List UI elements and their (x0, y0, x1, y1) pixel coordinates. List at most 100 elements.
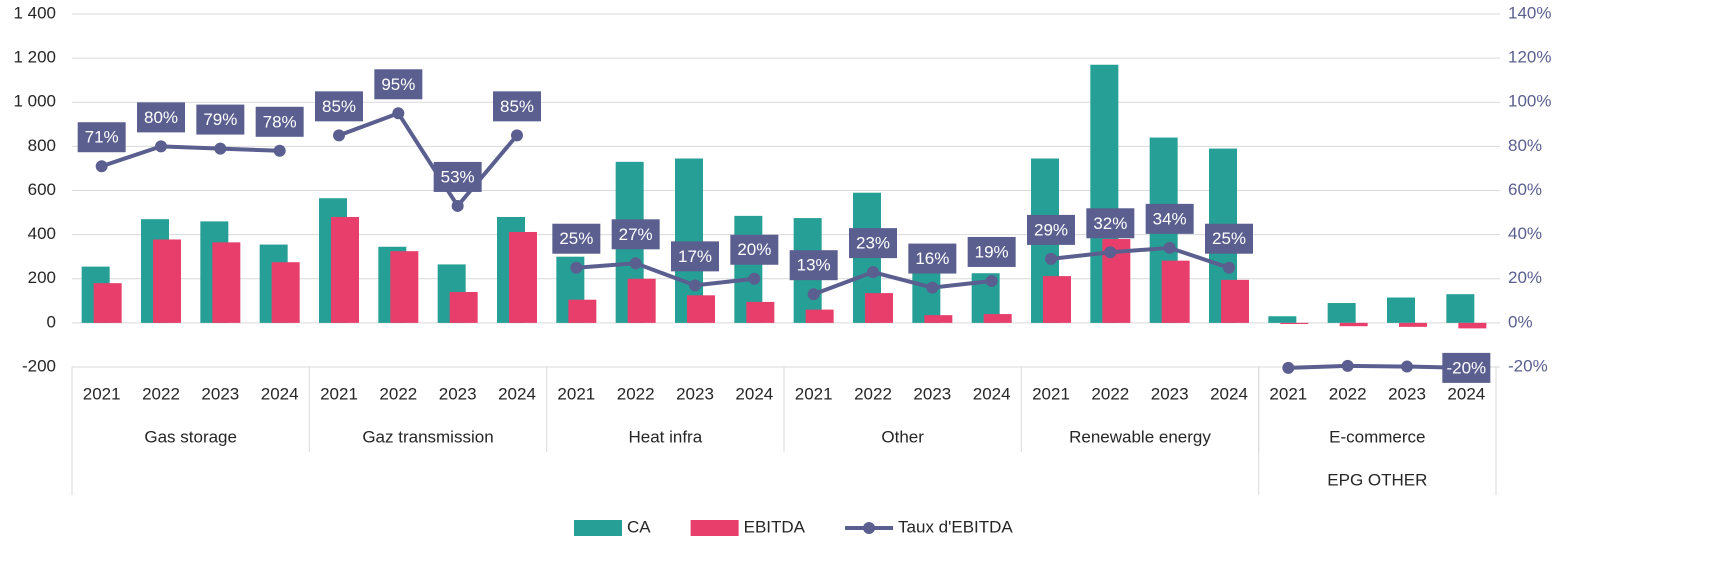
data-label: 23% (856, 234, 890, 253)
data-label: 32% (1093, 214, 1127, 233)
bar (331, 216, 359, 323)
bar (746, 301, 775, 323)
data-label: 19% (975, 242, 1009, 261)
bar (1221, 279, 1249, 323)
data-label-box (552, 223, 601, 254)
bar (1161, 260, 1190, 323)
line-marker (95, 160, 108, 173)
x-tick-label: 2023 (1388, 384, 1426, 403)
x-tick-label: 2023 (1151, 384, 1189, 403)
bar (1043, 276, 1071, 323)
line-marker (1163, 241, 1176, 254)
data-label-box (1145, 203, 1194, 234)
bar (212, 242, 241, 323)
data-label-box (493, 91, 541, 122)
data-label-box (255, 106, 304, 137)
bar (924, 315, 953, 323)
x-tick-label: 2024 (1447, 384, 1485, 403)
line-marker (333, 129, 345, 142)
line (1050, 245, 1230, 270)
legend-swatch (690, 520, 739, 536)
x-tick-label: 2021 (83, 384, 121, 403)
bar (983, 314, 1012, 323)
x-tick-label: 2023 (676, 384, 714, 403)
line-marker (926, 281, 939, 294)
x-tick-label: 2021 (795, 384, 833, 403)
bar (390, 251, 419, 323)
group-label: Other (881, 427, 924, 446)
x-tick-label: 2023 (201, 384, 239, 403)
line-marker (985, 274, 998, 287)
line-marker (214, 142, 227, 155)
line-marker (1341, 359, 1354, 372)
y2-tick-label: 100% (1508, 92, 1551, 111)
y-tick-label: 800 (28, 136, 56, 155)
line (576, 261, 755, 288)
legend-label: CA (627, 517, 651, 536)
line-marker (867, 266, 879, 279)
x-tick-label: 2021 (1269, 384, 1307, 403)
data-label: 29% (1034, 220, 1068, 239)
x-tick-label: 2023 (913, 384, 951, 403)
line-marker (1104, 246, 1117, 259)
data-label-box (789, 250, 838, 281)
bar (865, 293, 893, 323)
line-marker (273, 144, 286, 157)
x-tick-label: 2022 (379, 384, 417, 403)
x-tick-label: 2024 (973, 384, 1011, 403)
data-label: 78% (263, 112, 297, 131)
bar (687, 295, 715, 323)
y-tick-label: 400 (28, 224, 56, 243)
data-label-box (196, 104, 245, 135)
bar (912, 267, 941, 323)
data-label: 85% (500, 97, 534, 116)
data-label-box (1205, 223, 1253, 254)
y2-tick-label: 60% (1508, 180, 1542, 199)
line-marker (629, 257, 642, 270)
y-tick-label: -200 (22, 356, 56, 375)
y-tick-label: 600 (28, 180, 56, 199)
y2-tick-label: 20% (1508, 268, 1542, 287)
group-label: Renewable energy (1069, 427, 1211, 446)
legend-label: Taux d'EBITDA (898, 517, 1013, 536)
line-marker (1045, 252, 1057, 265)
bar (449, 291, 478, 323)
bar (568, 299, 597, 323)
y2-tick-label: 0% (1508, 312, 1533, 331)
bar (153, 239, 181, 323)
line (1288, 363, 1467, 370)
group-label: Gaz transmission (362, 427, 493, 446)
y2-tick-label: -20% (1508, 356, 1548, 375)
y-tick-label: 0 (47, 312, 56, 331)
line-marker (689, 279, 701, 292)
line (338, 110, 519, 210)
line (101, 144, 280, 169)
bar (93, 283, 122, 323)
y-tick-label: 1 400 (13, 3, 56, 22)
y-tick-label: 200 (28, 268, 56, 287)
line-marker (451, 199, 464, 212)
bar (1446, 294, 1475, 323)
y2-tick-label: 80% (1508, 136, 1542, 155)
x-tick-label: 2022 (142, 384, 180, 403)
line-marker (570, 261, 583, 274)
legend-swatch (863, 522, 876, 534)
data-label: 20% (737, 240, 771, 259)
data-label: 95% (381, 75, 415, 94)
group-label: Heat infra (628, 427, 702, 446)
data-label: 80% (144, 108, 178, 127)
data-label-box (671, 241, 719, 272)
bar (1399, 322, 1427, 327)
data-label: 34% (1153, 209, 1187, 228)
group-label: E-commerce (1329, 427, 1425, 446)
data-label-box (1442, 352, 1491, 383)
data-label-box (1027, 214, 1075, 245)
x-tick-label: 2022 (617, 384, 655, 403)
bar (271, 262, 300, 323)
data-label: 13% (797, 256, 831, 275)
bar (509, 231, 537, 323)
line-marker (1282, 361, 1295, 374)
line-marker (807, 288, 820, 301)
bar (627, 278, 656, 323)
y2-tick-label: 140% (1508, 3, 1551, 22)
